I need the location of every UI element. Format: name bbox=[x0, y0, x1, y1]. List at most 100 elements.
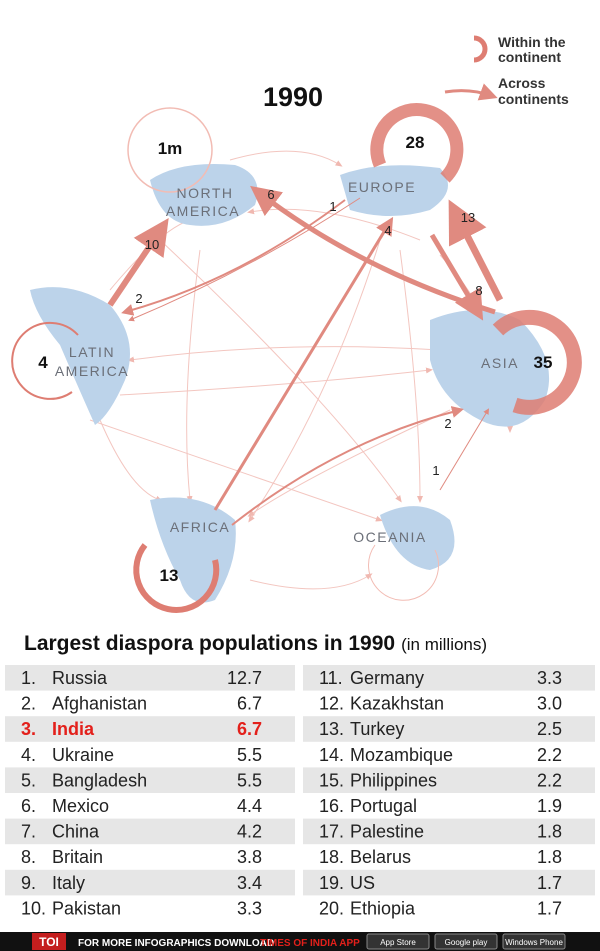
value: 3.8 bbox=[237, 847, 262, 867]
rank: 20. bbox=[319, 898, 344, 918]
country: India bbox=[52, 719, 95, 739]
within-value: 28 bbox=[406, 133, 425, 152]
value: 2.5 bbox=[537, 719, 562, 739]
row-bg bbox=[5, 818, 295, 845]
country: Belarus bbox=[350, 847, 411, 867]
country: Britain bbox=[52, 847, 103, 867]
value: 1.8 bbox=[537, 847, 562, 867]
rank: 9. bbox=[21, 873, 36, 893]
rank: 6. bbox=[21, 796, 36, 816]
country: China bbox=[52, 822, 100, 842]
value: 3.3 bbox=[237, 898, 262, 918]
country: Palestine bbox=[350, 822, 424, 842]
value: 5.5 bbox=[237, 745, 262, 765]
rank: 4. bbox=[21, 745, 36, 765]
store-badge[interactable] bbox=[434, 933, 498, 950]
legend-within: continent bbox=[498, 49, 561, 65]
rank: 16. bbox=[319, 796, 344, 816]
table-title-text: Largest diaspora populations in 1990 bbox=[24, 632, 395, 655]
country: Pakistan bbox=[52, 898, 121, 918]
rank: 13. bbox=[319, 719, 344, 739]
store-name[interactable]: Windows Phone bbox=[505, 938, 563, 947]
value: 6.7 bbox=[237, 719, 262, 739]
flow-value: 1 bbox=[329, 199, 336, 214]
country: US bbox=[350, 873, 375, 893]
value: 1.7 bbox=[537, 898, 562, 918]
store-badge[interactable] bbox=[502, 933, 566, 950]
rank: 18. bbox=[319, 847, 344, 867]
value: 2.2 bbox=[537, 770, 562, 790]
country: Ukraine bbox=[52, 745, 114, 765]
rank: 14. bbox=[319, 745, 344, 765]
flow-value: 13 bbox=[461, 210, 475, 225]
value: 1.8 bbox=[537, 822, 562, 842]
footer-text: FOR MORE INFOGRAPHICS DOWNLOAD bbox=[78, 938, 274, 949]
row-bg bbox=[5, 716, 295, 742]
footer: TOI FOR MORE INFOGRAPHICS DOWNLOAD TIMES… bbox=[0, 932, 600, 951]
country: Bangladesh bbox=[52, 770, 147, 790]
row-bg bbox=[303, 869, 595, 896]
legend-within: Within the bbox=[498, 34, 566, 50]
within-value: 35 bbox=[534, 353, 553, 372]
store-name[interactable]: App Store bbox=[380, 938, 416, 947]
table-unit: (in millions) bbox=[401, 635, 487, 654]
country: Afghanistan bbox=[52, 694, 147, 714]
row-bg bbox=[5, 869, 295, 896]
country: Mexico bbox=[52, 796, 109, 816]
flow-value: 4 bbox=[384, 223, 391, 238]
country: Ethiopia bbox=[350, 898, 416, 918]
row-bg bbox=[303, 716, 595, 742]
row-bg bbox=[5, 665, 295, 691]
rank: 8. bbox=[21, 847, 36, 867]
rank: 7. bbox=[21, 822, 36, 842]
across-flows bbox=[107, 185, 504, 526]
rank: 10. bbox=[21, 898, 46, 918]
value: 12.7 bbox=[227, 668, 262, 688]
region-label: ASIA bbox=[481, 355, 519, 371]
value: 2.2 bbox=[537, 745, 562, 765]
value: 1.7 bbox=[537, 873, 562, 893]
flow-value: 2 bbox=[444, 416, 451, 431]
footer-app: TIMES OF INDIA APP bbox=[260, 938, 360, 949]
row-bg bbox=[303, 767, 595, 793]
flow-value: 8 bbox=[475, 283, 482, 298]
table: 1. Russia 12.7 2. Afghanistan 6.7 3. India 6.7 4.… bbox=[5, 665, 595, 918]
value: 1.9 bbox=[537, 796, 562, 816]
legend-across: continents bbox=[498, 91, 569, 107]
value: 5.5 bbox=[237, 770, 262, 790]
scale-note: 1m bbox=[158, 139, 183, 158]
rank: 11. bbox=[319, 668, 343, 688]
region-label: NORTH bbox=[176, 185, 233, 201]
region-label: AMERICA bbox=[166, 203, 240, 219]
flow-value: 2 bbox=[135, 291, 142, 306]
flow-value: 6 bbox=[267, 187, 274, 202]
table-title: Largest diaspora populations in 1990 (in … bbox=[24, 632, 487, 655]
rank: 15. bbox=[319, 770, 344, 790]
region-label: AFRICA bbox=[170, 519, 230, 535]
rank: 2. bbox=[21, 694, 36, 714]
within-value: 13 bbox=[160, 566, 179, 585]
value: 3.0 bbox=[537, 694, 562, 714]
country: Germany bbox=[350, 668, 424, 688]
country: Mozambique bbox=[350, 745, 453, 765]
country: Portugal bbox=[350, 796, 417, 816]
rank: 17. bbox=[319, 822, 344, 842]
footer-brand: TOI bbox=[39, 935, 59, 949]
row-bg bbox=[303, 665, 595, 691]
country: Turkey bbox=[350, 719, 404, 739]
legend: Within the continent Across continents bbox=[444, 34, 569, 107]
flow-value: 10 bbox=[145, 237, 159, 252]
country: Kazakhstan bbox=[350, 694, 444, 714]
value: 4.2 bbox=[237, 822, 262, 842]
rank: 12. bbox=[319, 694, 344, 714]
row-bg bbox=[5, 767, 295, 793]
region-label: EUROPE bbox=[348, 179, 416, 195]
store-name[interactable]: Google play bbox=[445, 938, 488, 947]
flow-value: 1 bbox=[432, 463, 439, 478]
rank: 5. bbox=[21, 770, 36, 790]
store-badge[interactable] bbox=[366, 933, 430, 950]
country: Russia bbox=[52, 668, 108, 688]
row-bg bbox=[303, 818, 595, 845]
rank: 19. bbox=[319, 873, 344, 893]
